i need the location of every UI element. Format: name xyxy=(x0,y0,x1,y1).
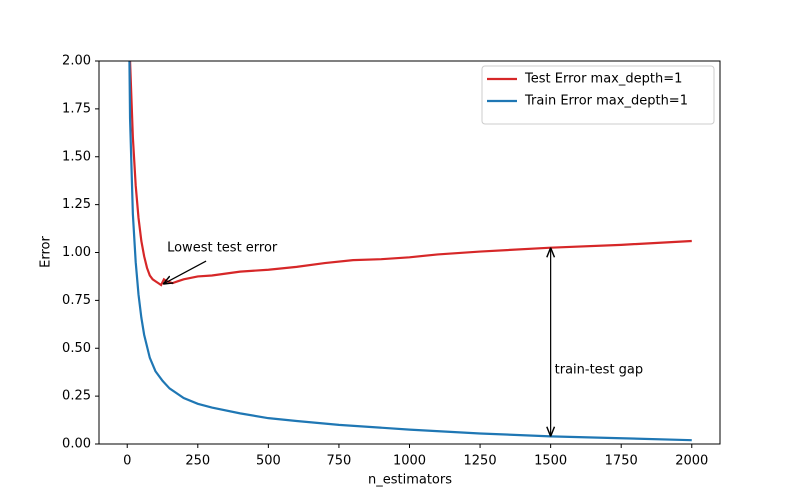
y-tick-label: 0.50 xyxy=(62,341,91,356)
x-tick-label: 1000 xyxy=(393,454,426,469)
legend-box xyxy=(481,65,715,125)
annotation-arrow xyxy=(163,260,207,284)
y-tick-label: 1.00 xyxy=(62,245,91,260)
series-line xyxy=(128,61,692,287)
legend-label: Test Error max_depth=1 xyxy=(524,72,682,87)
x-tick-label: 1250 xyxy=(464,454,497,469)
x-tick-label: 0 xyxy=(123,454,131,469)
x-tick-label: 250 xyxy=(185,454,210,469)
y-tick-label: 2.00 xyxy=(62,54,91,69)
y-tick-label: 1.75 xyxy=(62,101,91,116)
x-axis-label: n_estimators xyxy=(368,473,452,488)
x-tick-label: 2000 xyxy=(675,454,708,469)
series-line xyxy=(128,61,692,442)
x-tick-label: 750 xyxy=(327,454,352,469)
legend-label: Train Error max_depth=1 xyxy=(524,94,688,109)
y-tick-label: 0.00 xyxy=(62,437,91,452)
axes-frame xyxy=(98,60,721,445)
y-tick-label: 0.75 xyxy=(62,293,91,308)
y-tick-label: 1.25 xyxy=(62,197,91,212)
x-tick-label: 500 xyxy=(256,454,281,469)
annotation: Lowest test error xyxy=(167,241,278,256)
x-tick-label: 1500 xyxy=(534,454,567,469)
annotation: train-test gap xyxy=(555,363,644,378)
y-tick-label: 0.25 xyxy=(62,389,91,404)
x-tick-label: 1750 xyxy=(605,454,638,469)
y-axis-label: Error xyxy=(39,236,54,268)
y-tick-label: 1.50 xyxy=(62,149,91,164)
